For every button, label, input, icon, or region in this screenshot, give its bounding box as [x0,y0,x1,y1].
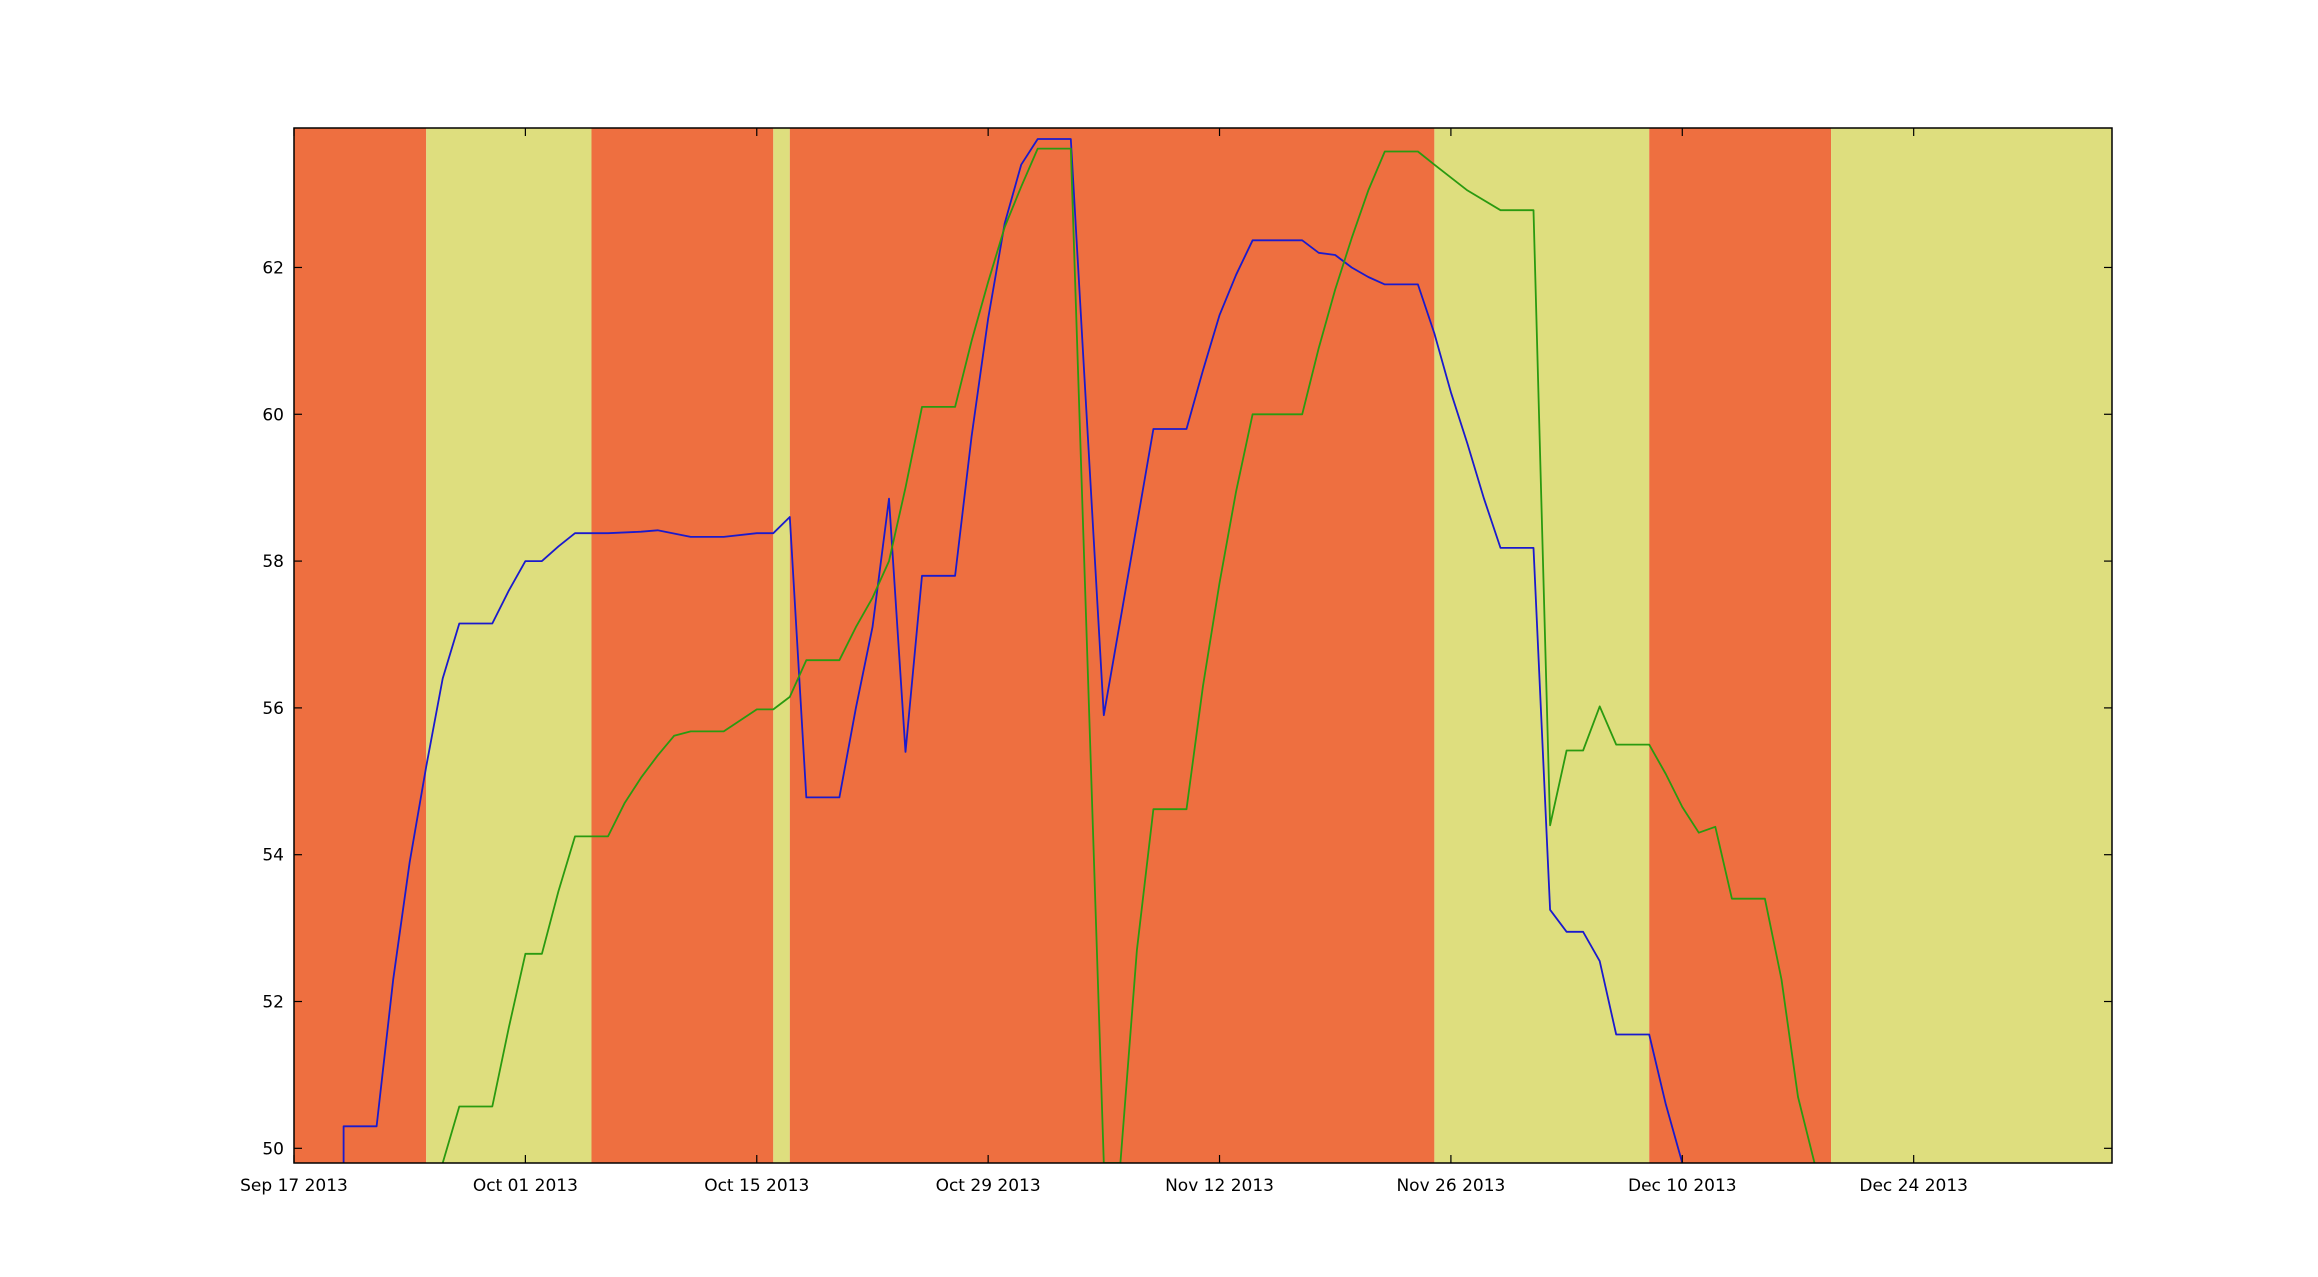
series-lines [342,138,1816,1163]
y-axis: 50 52 54 56 58 60 62 [262,258,2112,1159]
background-band-3 [773,128,790,1163]
y-tick-label: 50 [262,1139,284,1159]
y-tick-label: 58 [262,552,284,572]
background-bands [294,128,2112,1163]
x-tick-label: Dec 24 2013 [1859,1176,1968,1196]
y-tick-label: 60 [262,405,284,425]
x-tick-label: Nov 26 2013 [1396,1176,1505,1196]
plot-frame [293,127,2113,1164]
background-band-1 [426,128,592,1163]
background-band-5 [1434,128,1650,1163]
y-tick-label: 56 [262,699,284,719]
x-tick-label: Oct 29 2013 [936,1176,1041,1196]
series-line-0 [342,138,1684,1163]
series-line-1 [441,147,1816,1163]
y-tick-label: 54 [262,846,284,866]
x-tick-label: Sep 17 2013 [240,1176,348,1196]
background-band-7 [1831,128,2112,1163]
background-band-0 [294,128,427,1163]
y-tick-label: 62 [262,258,284,278]
background-band-4 [789,128,1435,1163]
x-axis: Sep 17 2013 Oct 01 2013 Oct 15 2013 Oct 29 … [240,128,1968,1196]
background-band-6 [1649,128,1832,1163]
x-tick-label: Dec 10 2013 [1628,1176,1737,1196]
x-tick-label: Nov 12 2013 [1165,1176,1274,1196]
y-tick-label: 52 [262,993,284,1013]
x-tick-label: Oct 01 2013 [473,1176,578,1196]
x-tick-label: Oct 15 2013 [704,1176,809,1196]
background-band-2 [591,128,774,1163]
